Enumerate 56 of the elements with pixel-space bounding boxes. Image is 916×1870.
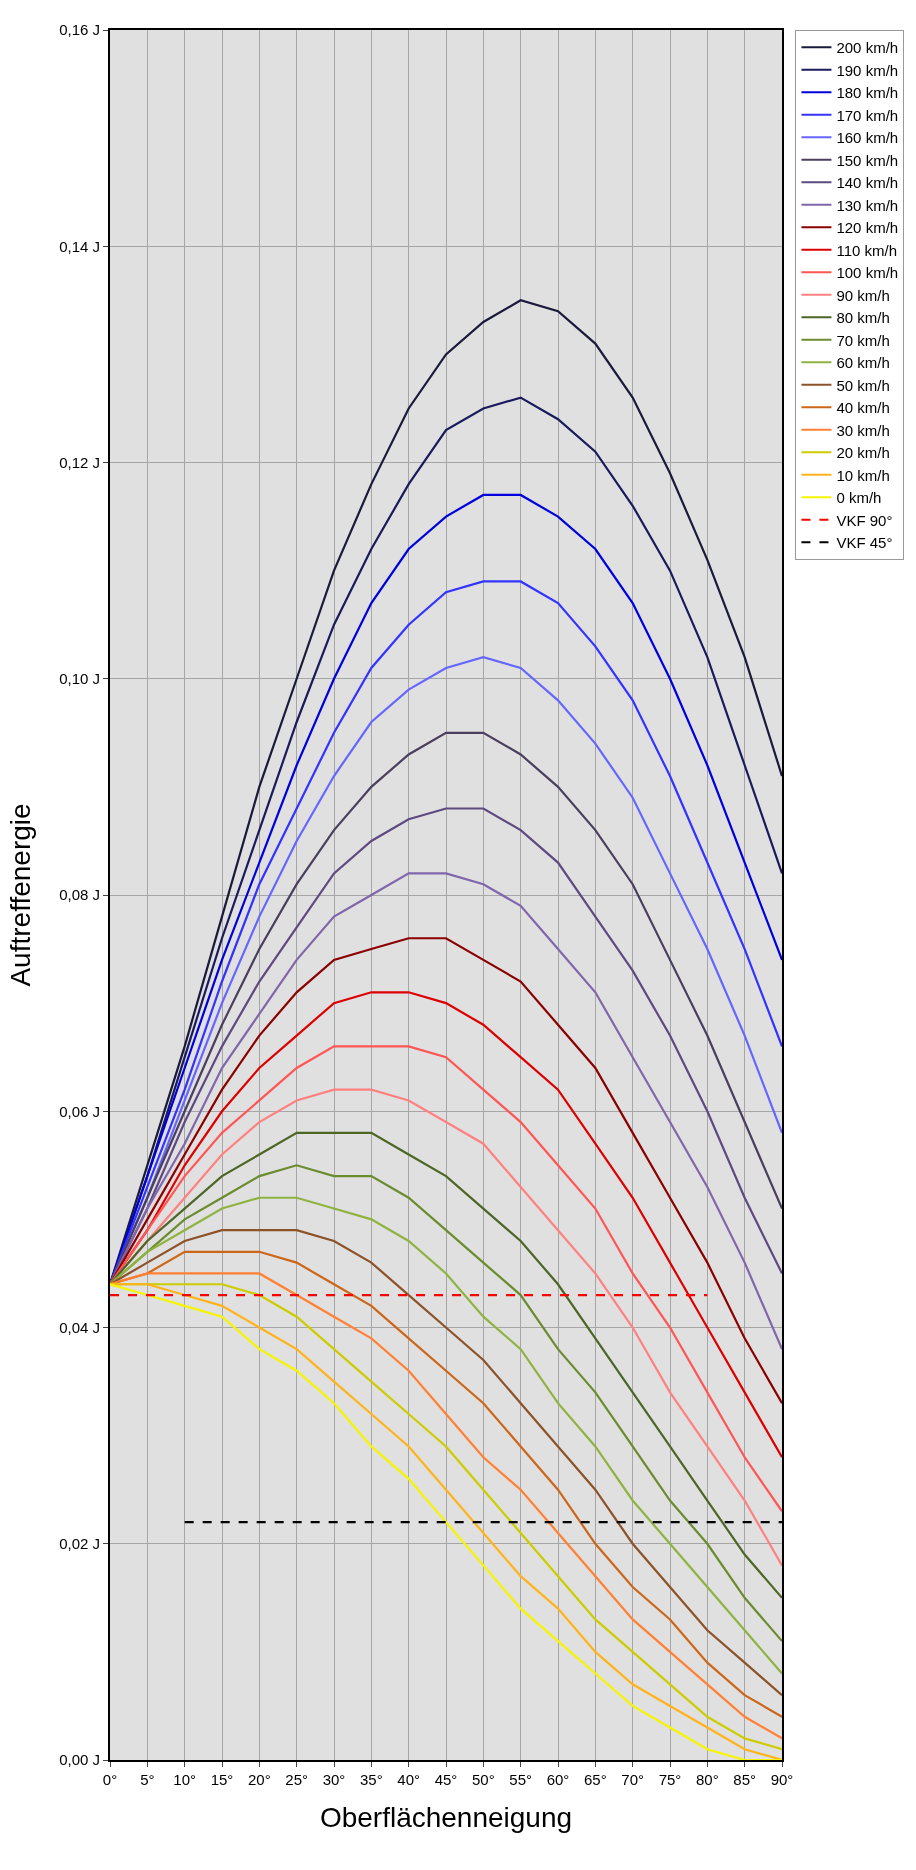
- x-tick-label: 0°: [102, 1771, 118, 1788]
- x-tick-label: 75°: [658, 1771, 682, 1788]
- x-tick-label: 50°: [471, 1771, 495, 1788]
- legend-label: 100 km/h: [836, 264, 899, 282]
- legend-label: 150 km/h: [836, 151, 899, 169]
- x-tick-label: 10°: [173, 1771, 197, 1788]
- y-tick-label: 0,08 J: [59, 886, 100, 904]
- legend-label: 50 km/h: [836, 376, 890, 394]
- legend-label: 120 km/h: [836, 219, 899, 237]
- legend-label: 10 km/h: [836, 466, 890, 484]
- legend-label: 70 km/h: [836, 331, 890, 349]
- line-series: [110, 1045, 782, 1513]
- x-tick-label: 5°: [140, 1771, 155, 1788]
- y-tick-label: 0,16 J: [59, 21, 100, 39]
- y-tick-label: 0,02 J: [59, 1535, 100, 1552]
- legend-label: 90 km/h: [836, 286, 890, 304]
- legend-label: 160 km/h: [836, 129, 899, 147]
- y-tick-label: 0,04 J: [59, 1318, 100, 1336]
- legend-label: 40 km/h: [836, 399, 890, 417]
- x-tick-label: 25°: [285, 1771, 309, 1788]
- x-axis-title: Oberflächenneigung: [319, 1801, 573, 1833]
- line-series: [110, 937, 782, 1405]
- legend-label: 180 km/h: [836, 84, 899, 102]
- x-tick-label: 45°: [434, 1771, 458, 1788]
- y-tick-label: 0,06 J: [59, 1102, 100, 1120]
- y-tick-label: 0,10 J: [59, 670, 100, 687]
- x-tick-label: 20°: [247, 1771, 271, 1788]
- legend-label: 0 km/h: [836, 489, 882, 507]
- x-tick-label: 70°: [621, 1771, 645, 1788]
- y-tick-label: 0,00 J: [59, 1751, 100, 1769]
- x-tick-label: 60°: [546, 1771, 570, 1788]
- x-tick-label: 90°: [770, 1771, 794, 1788]
- x-tick-label: 40°: [397, 1771, 421, 1788]
- x-tick-label: 15°: [210, 1771, 234, 1788]
- legend-label: VKF 90°: [836, 511, 893, 529]
- x-tick-label: 30°: [322, 1771, 346, 1788]
- legend-label: 30 km/h: [836, 421, 890, 439]
- legend-label: 20 km/h: [836, 444, 890, 462]
- legend-label: VKF 45°: [836, 534, 893, 552]
- x-tick-label: 35°: [359, 1771, 383, 1788]
- legend-label: 200 km/h: [836, 39, 899, 57]
- legend-label: 190 km/h: [836, 61, 899, 79]
- line-series: [110, 872, 782, 1351]
- legend-label: 140 km/h: [836, 174, 899, 192]
- x-tick-label: 85°: [733, 1771, 757, 1788]
- x-tick-label: 80°: [695, 1771, 719, 1788]
- y-tick-label: 0,14 J: [59, 237, 100, 255]
- legend-label: 80 km/h: [836, 309, 890, 327]
- legend-label: 130 km/h: [836, 196, 899, 214]
- y-tick-label: 0,12 J: [59, 453, 100, 471]
- legend-label: 110 km/h: [836, 241, 898, 259]
- legend-label: 170 km/h: [836, 106, 899, 124]
- x-tick-label: 65°: [583, 1771, 607, 1788]
- y-axis-title: Auftreffenergie: [5, 803, 37, 987]
- legend-label: 60 km/h: [836, 354, 890, 372]
- x-tick-label: 55°: [509, 1771, 533, 1788]
